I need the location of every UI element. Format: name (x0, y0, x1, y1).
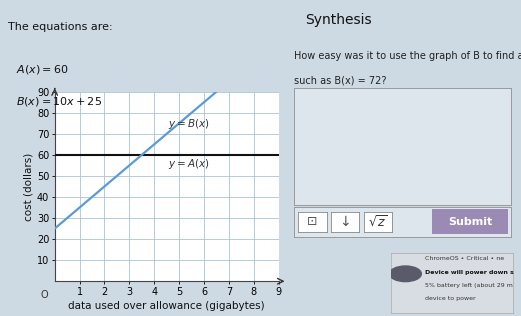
X-axis label: data used over allowance (gigabytes): data used over allowance (gigabytes) (68, 301, 265, 311)
Text: ChromeOS • Critical • ne: ChromeOS • Critical • ne (425, 256, 504, 261)
Text: ↓: ↓ (339, 215, 351, 229)
Text: $B(x) = 10x + 25$: $B(x) = 10x + 25$ (16, 95, 102, 108)
Y-axis label: cost (dollars): cost (dollars) (24, 152, 34, 221)
Text: such as B(x) = 72?: such as B(x) = 72? (294, 76, 387, 86)
Circle shape (390, 266, 421, 282)
Text: O: O (41, 290, 48, 300)
Text: $y = B(x)$: $y = B(x)$ (168, 118, 209, 131)
Text: Submit: Submit (448, 216, 492, 227)
Text: The equations are:: The equations are: (8, 22, 113, 32)
Text: 5% battery left (about 29 m: 5% battery left (about 29 m (425, 283, 513, 288)
Text: How easy was it to use the graph of B to find an input value: How easy was it to use the graph of B to… (294, 51, 521, 61)
Text: Device will power down s: Device will power down s (425, 270, 514, 275)
Text: device to power: device to power (425, 296, 476, 301)
Text: ⊡: ⊡ (307, 216, 318, 228)
Text: $y = A(x)$: $y = A(x)$ (168, 157, 209, 172)
Text: $\sqrt{z}$: $\sqrt{z}$ (368, 215, 388, 229)
Text: $A(x) = 60$: $A(x) = 60$ (16, 63, 68, 76)
Text: Synthesis: Synthesis (305, 13, 372, 27)
